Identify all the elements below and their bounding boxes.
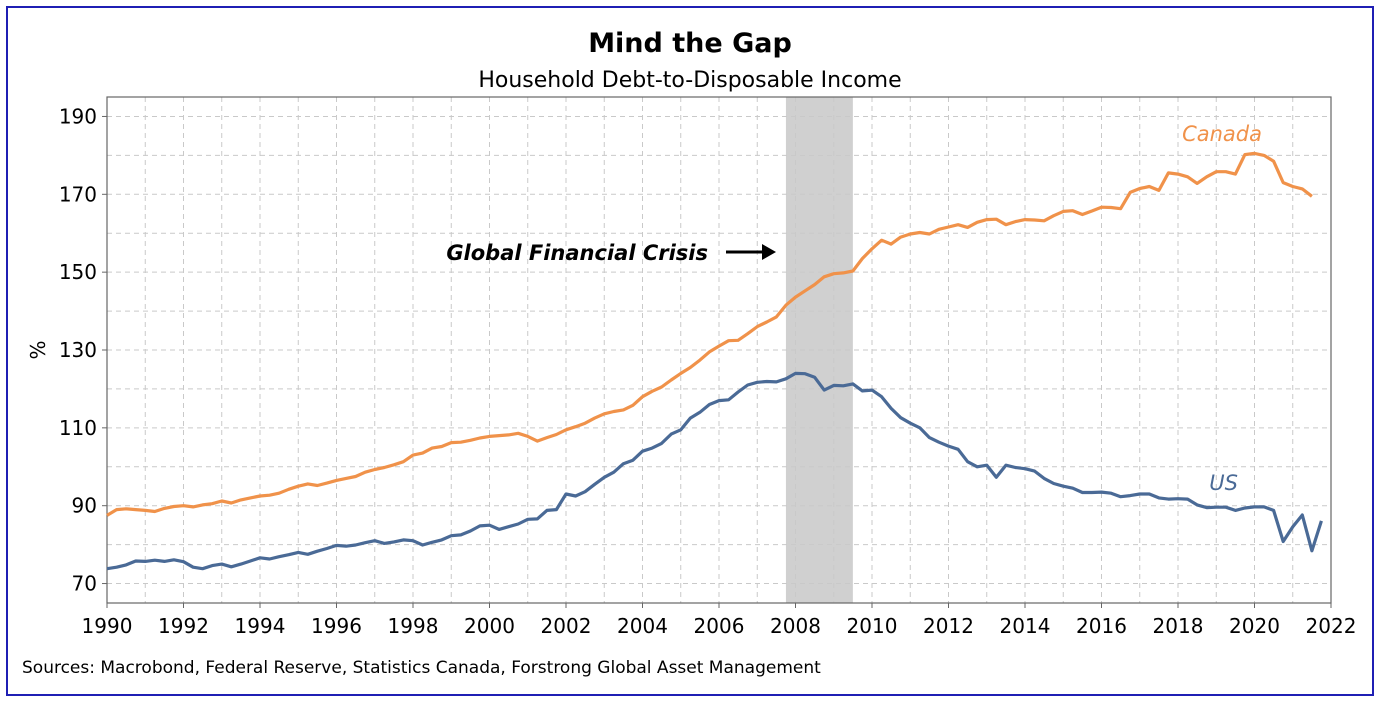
x-tick-label: 2002	[541, 614, 592, 638]
y-tick-label: 130	[59, 338, 97, 362]
x-tick-label: 2004	[617, 614, 668, 638]
canada-series-line	[106, 151, 1313, 517]
x-tick-label: 1996	[311, 614, 362, 638]
x-tick-label: 2000	[464, 614, 515, 638]
chart-subtitle: Household Debt-to-Disposable Income	[478, 68, 901, 93]
x-tick-label: 2022	[1306, 614, 1357, 638]
y-tick-label: 150	[59, 260, 97, 284]
x-tick-label: 2006	[694, 614, 745, 638]
x-tick-label: 2016	[1076, 614, 1127, 638]
x-tick-label: 2014	[1000, 614, 1051, 638]
source-note: Sources: Macrobond, Federal Reserve, Sta…	[22, 658, 821, 678]
x-tick-label: 2012	[923, 614, 974, 638]
y-tick-label: 70	[72, 572, 97, 596]
us-series-label: US	[1209, 471, 1238, 495]
x-tick-label: 2018	[1153, 614, 1204, 638]
us-series-line	[106, 371, 1323, 571]
x-tick-label: 1998	[388, 614, 439, 638]
y-axis-label: %	[26, 340, 50, 359]
x-tick-label: 2020	[1229, 614, 1280, 638]
gfc-annotation: Global Financial Crisis	[446, 241, 708, 265]
y-tick-label: 110	[59, 416, 97, 440]
canada-series-label: Canada	[1182, 122, 1262, 146]
x-tick-label: 2010	[847, 614, 898, 638]
x-tick-label: 1994	[235, 614, 286, 638]
x-tick-label: 2008	[770, 614, 821, 638]
y-tick-label: 190	[59, 104, 97, 128]
x-tick-label: 1990	[82, 614, 133, 638]
y-tick-label: 90	[72, 494, 97, 518]
chart-title: Mind the Gap	[588, 28, 792, 59]
y-tick-label: 170	[59, 182, 97, 206]
gfc-arrow-icon	[726, 244, 776, 260]
chart-frame	[6, 6, 1374, 696]
x-tick-label: 1992	[158, 614, 209, 638]
